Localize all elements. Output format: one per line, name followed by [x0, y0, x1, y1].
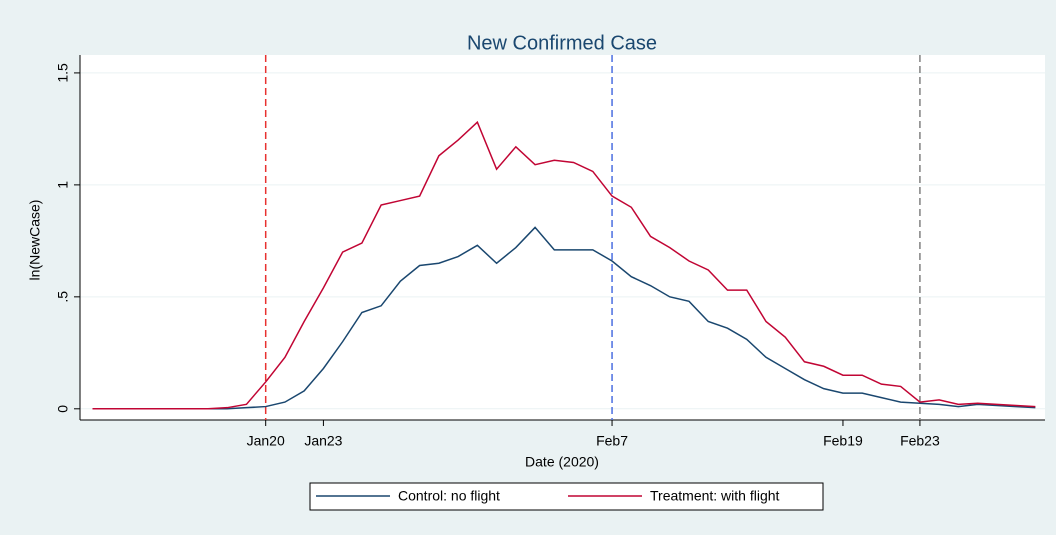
y-axis-title: ln(NewCase) — [27, 200, 43, 281]
x-tick-label: Jan23 — [304, 433, 342, 449]
chart-title: New Confirmed Case — [467, 32, 657, 54]
x-tick-label: Feb19 — [823, 433, 863, 449]
y-tick-label: 1.5 — [55, 63, 71, 83]
x-tick-label: Feb7 — [596, 433, 628, 449]
y-tick-label: 0 — [55, 405, 71, 413]
line-series — [92, 120, 1036, 410]
y-tick-label: 1 — [55, 181, 71, 189]
legend-box — [309, 482, 824, 511]
x-tick-label: Jan20 — [247, 433, 285, 449]
plot-area — [80, 55, 1045, 420]
legend-label: Treatment: with flight — [650, 488, 780, 504]
y-tick-label: .5 — [55, 291, 71, 303]
x-axis-title: Date (2020) — [525, 454, 599, 470]
line-series — [92, 226, 1036, 410]
legend-label: Control: no flight — [398, 488, 500, 504]
x-tick-label: Feb23 — [900, 433, 940, 449]
